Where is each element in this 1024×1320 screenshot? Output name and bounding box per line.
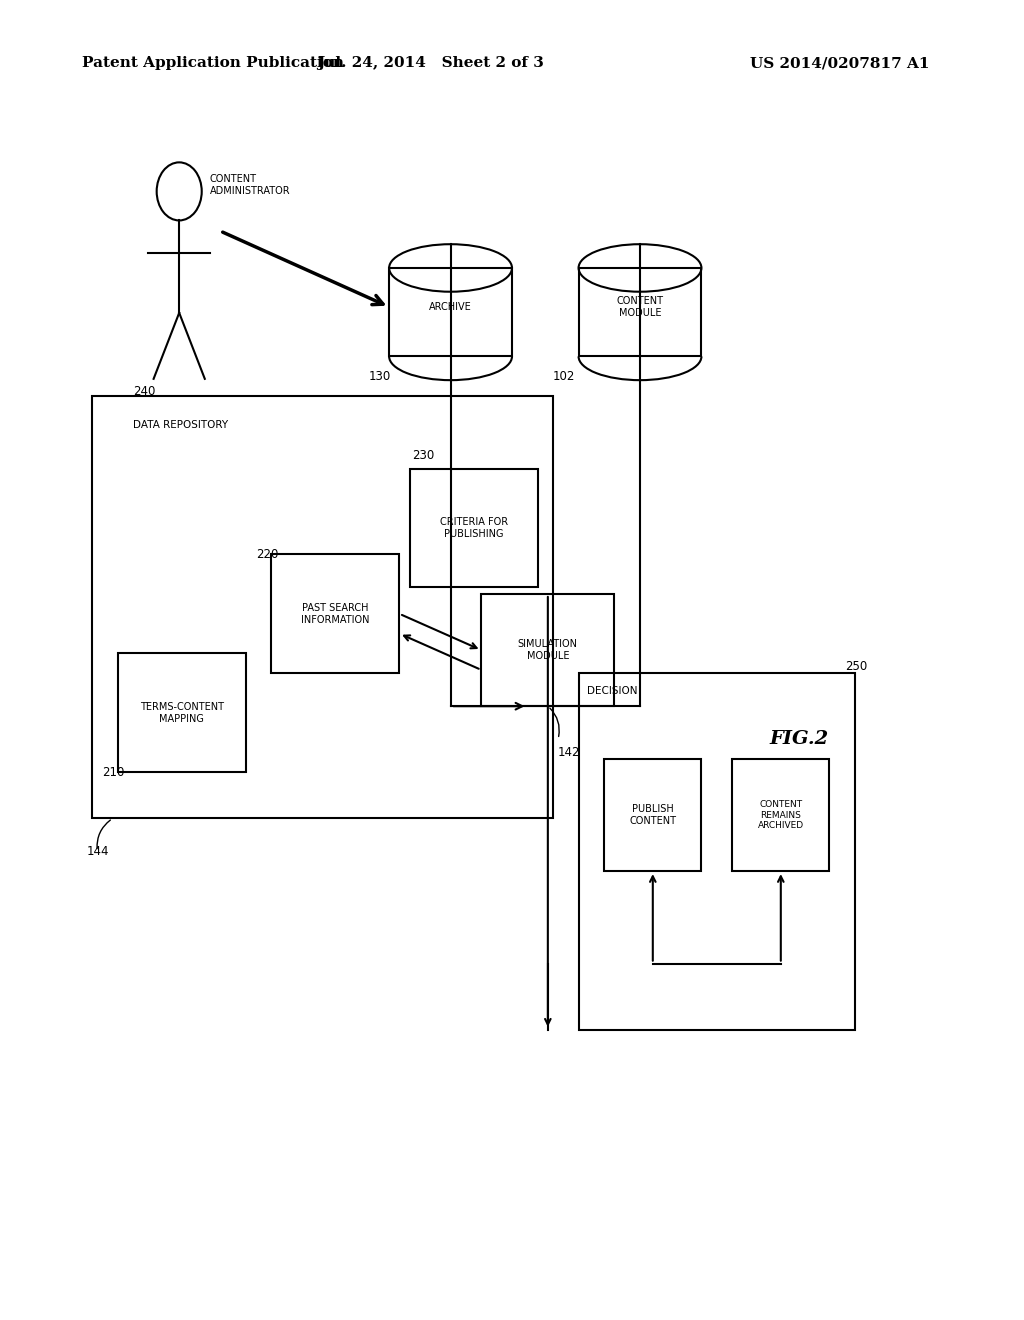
Text: 102: 102 [553,370,575,383]
Text: ARCHIVE: ARCHIVE [429,302,472,312]
Bar [579,673,855,1030]
Text: US 2014/0207817 A1: US 2014/0207817 A1 [750,57,930,70]
Bar [410,469,538,587]
Text: CONTENT
REMAINS
ARCHIVED: CONTENT REMAINS ARCHIVED [758,800,804,830]
Text: CONTENT
ADMINISTRATOR: CONTENT ADMINISTRATOR [210,174,291,195]
Text: SIMULATION
MODULE: SIMULATION MODULE [518,639,578,661]
Bar [604,759,701,871]
Bar [732,759,829,871]
Text: CONTENT
MODULE: CONTENT MODULE [616,296,664,318]
Bar [271,554,399,673]
Text: 230: 230 [412,449,434,462]
Bar [481,594,614,706]
Text: PAST SEARCH
INFORMATION: PAST SEARCH INFORMATION [301,603,370,624]
Bar [92,396,553,818]
Text: Patent Application Publication: Patent Application Publication [82,57,344,70]
Text: DECISION: DECISION [587,686,637,697]
Text: 130: 130 [369,370,391,383]
Text: 142: 142 [558,746,581,759]
Text: 144: 144 [87,845,110,858]
Text: TERMS-CONTENT
MAPPING: TERMS-CONTENT MAPPING [139,702,224,723]
Text: CRITERIA FOR
PUBLISHING: CRITERIA FOR PUBLISHING [439,517,508,539]
Text: 250: 250 [845,660,867,673]
Text: FIG.2: FIG.2 [769,730,828,748]
Text: DATA REPOSITORY: DATA REPOSITORY [133,420,228,430]
Bar [579,268,701,356]
Text: PUBLISH
CONTENT: PUBLISH CONTENT [630,804,676,826]
Text: 210: 210 [102,766,125,779]
Text: Jul. 24, 2014   Sheet 2 of 3: Jul. 24, 2014 Sheet 2 of 3 [316,57,544,70]
Bar [389,268,512,356]
Bar [118,653,246,772]
Text: 220: 220 [256,548,279,561]
Text: 240: 240 [133,385,156,399]
